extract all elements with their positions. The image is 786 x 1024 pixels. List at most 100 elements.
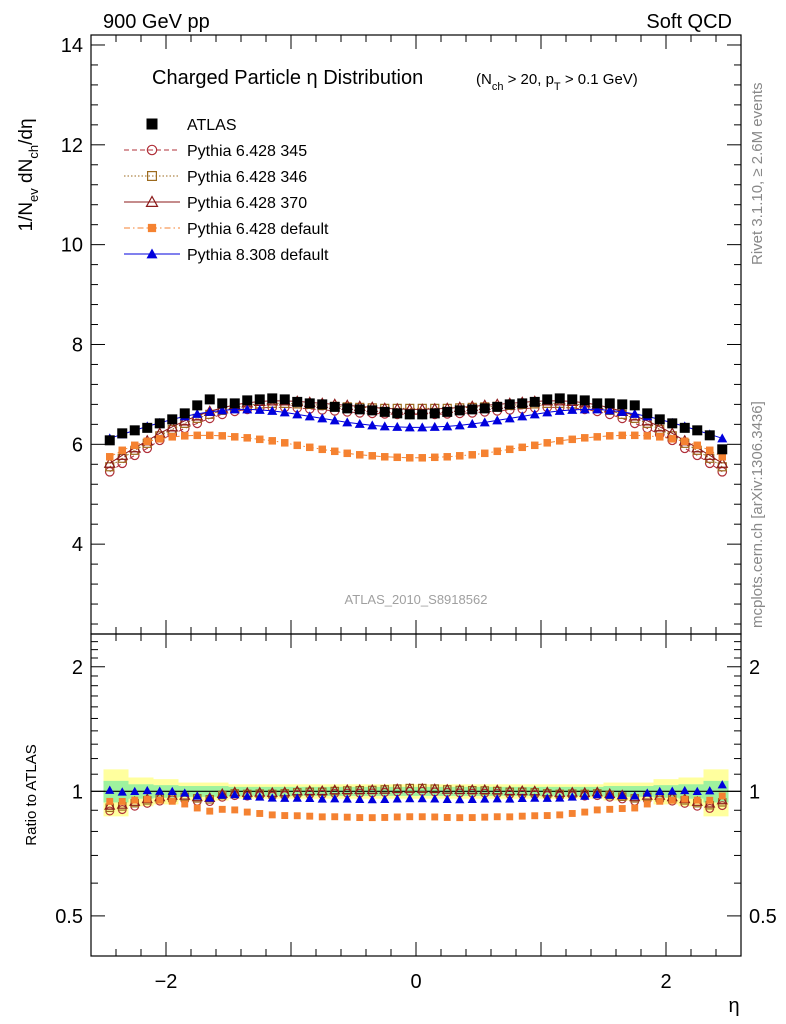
data-point [567,792,577,801]
data-point [380,794,390,804]
data-point [456,814,464,822]
data-point [418,454,426,462]
data-point [281,439,289,447]
data-point [379,406,390,417]
data-point [542,407,553,417]
data-point [180,788,190,797]
data-point [230,789,240,799]
data-point [518,812,526,820]
legend-label: ATLAS [187,117,237,134]
data-point [467,404,478,415]
y-tick-label: 14 [61,35,83,57]
data-point [217,405,228,415]
data-point [718,453,726,461]
data-point [443,453,451,461]
data-point [147,171,158,182]
data-point [618,431,626,440]
data-point [617,790,627,800]
data-point [506,445,514,454]
data-point [517,411,528,421]
data-point [493,813,501,821]
data-point [593,433,601,441]
data-point [716,457,729,468]
legend-label: Pythia 6.428 345 [187,143,307,160]
data-point [393,453,401,462]
data-point [631,431,639,440]
data-point [354,418,365,428]
data-point [179,408,190,419]
data-point [629,418,640,429]
legend-label: Pythia 6.428 346 [187,169,307,186]
data-point [716,794,728,805]
data-point [392,794,402,803]
series-line [109,406,723,473]
data-point [429,421,440,431]
data-point [417,422,428,432]
data-point [331,813,339,821]
data-point [705,786,715,795]
data-point [543,812,551,820]
data-point [493,447,501,456]
data-point [131,796,139,804]
data-point [606,432,614,440]
data-point [118,797,126,805]
data-point [367,420,378,430]
data-point [481,449,489,458]
data-point [145,195,159,207]
data-point [168,433,176,441]
mcplots-label: mcplots.cern.ch [arXiv:1306.3436] [749,401,766,628]
legend-item: ATLAS [146,117,237,134]
series-pythia-6-428-default [106,431,726,462]
data-point [304,398,315,409]
data-point [103,457,116,468]
data-point [256,810,264,817]
data-point [693,441,701,450]
data-point [279,407,290,417]
data-point [331,447,339,456]
data-point [279,394,290,405]
x-axis-label: η [728,995,739,1017]
data-point [468,814,476,822]
data-point [406,454,414,462]
data-point [156,435,164,443]
data-point [517,398,528,409]
data-point [593,806,601,814]
data-point [267,393,278,404]
data-point [356,451,364,459]
data-point [443,814,451,821]
data-point [206,807,214,815]
data-point [406,813,414,821]
data-point [517,793,527,802]
y-tick-label: 10 [61,235,83,257]
data-point [292,793,302,802]
data-point [405,793,415,803]
data-point [568,435,576,444]
data-point [242,395,253,406]
data-point [543,439,551,447]
data-point [354,404,365,415]
data-point [243,434,251,442]
legend-item: Pythia 6.428 346 [124,169,307,186]
data-point [242,791,252,800]
data-point [692,786,702,796]
data-point [343,813,351,821]
y-tick-label: 12 [61,135,83,157]
data-point [342,403,353,414]
legend-item: Pythia 8.308 default [124,247,329,264]
data-point [654,414,665,425]
data-point [392,408,403,419]
data-point [404,422,415,432]
data-point [106,453,114,461]
data-point [642,788,652,797]
data-point [492,415,503,425]
ratio-pythia-6-428-default [106,792,726,822]
data-point [504,413,515,423]
data-point [554,405,565,415]
data-point [329,415,340,425]
data-point [506,813,514,821]
data-point [556,437,564,445]
data-point [306,443,314,452]
legend-item: Pythia 6.428 default [124,221,329,238]
data-point [393,813,401,821]
data-point [379,421,390,431]
